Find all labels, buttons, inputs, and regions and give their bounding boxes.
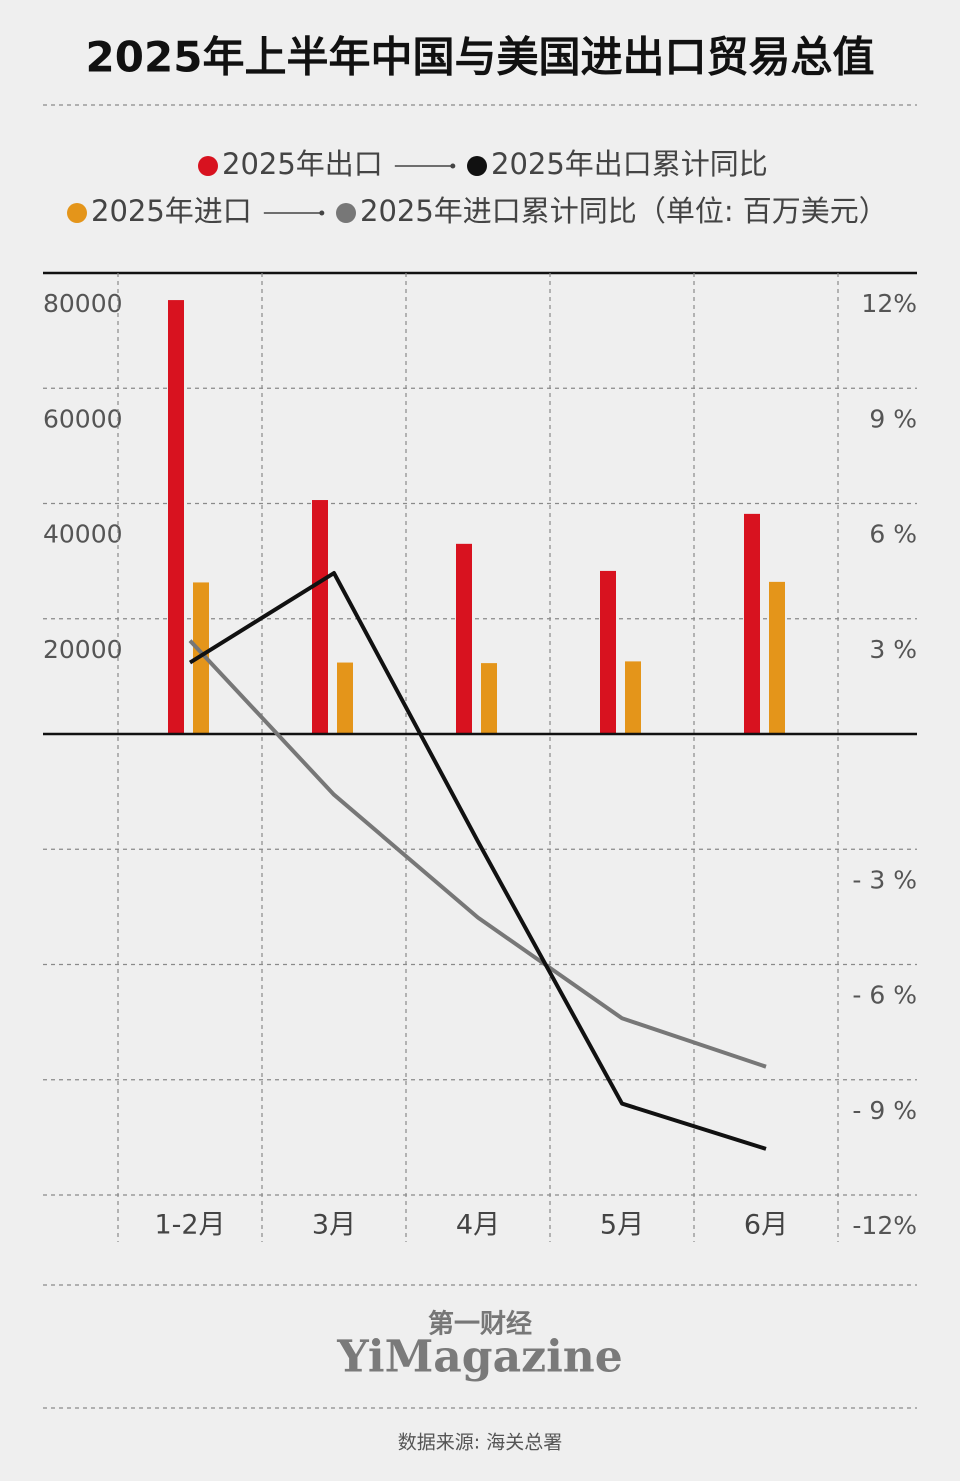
x-tick-label: 5月	[600, 1210, 644, 1241]
bar	[769, 581, 785, 734]
legend-marker	[67, 203, 87, 223]
y2-tick-label: -12%	[852, 1211, 917, 1240]
y2-tick-label: - 6 %	[852, 981, 917, 1010]
legend-label: 2025年出口	[222, 147, 383, 181]
legend-connector-dot	[319, 210, 325, 216]
y-tick-label: 60000	[43, 404, 123, 433]
bar	[600, 570, 616, 734]
x-tick-label: 4月	[456, 1210, 500, 1241]
chart-title: 2025年上半年中国与美国进出口贸易总值	[86, 33, 875, 82]
brand-en: YiMagazine	[336, 1332, 623, 1383]
x-tick-label: 3月	[312, 1210, 356, 1241]
legend-marker	[336, 203, 356, 223]
line-series	[188, 571, 767, 1151]
bar	[312, 500, 328, 734]
line-series	[188, 639, 767, 1069]
y2-tick-label: 6 %	[869, 520, 917, 549]
legend-marker	[198, 156, 218, 176]
bar	[481, 663, 497, 734]
bar	[625, 661, 641, 734]
legend-label: 2025年出口累计同比	[491, 147, 768, 181]
legend-label: 2025年进口累计同比	[360, 194, 637, 228]
y-tick-label: 80000	[43, 289, 123, 318]
y2-tick-label: - 3 %	[852, 865, 917, 894]
legend: 2025年出口 2025年出口累计同比 2025年进口 2025年进口累计同比 （单位:…	[67, 147, 888, 228]
bar	[337, 662, 353, 734]
bar	[744, 513, 760, 734]
x-tick-label: 1-2月	[154, 1210, 225, 1241]
brand-cn: 第一财经	[428, 1309, 532, 1340]
legend-marker	[467, 156, 487, 176]
unit-note: （单位: 百万美元）	[637, 194, 888, 228]
bar	[193, 582, 209, 734]
plot: 12% 9 % 6 % 3 % - 3 % - 6 % - 9 % -12% 20000 4000…	[43, 271, 917, 1242]
y-tick-label: 20000	[43, 635, 123, 664]
y2-tick-label: 9 %	[869, 404, 917, 433]
y2-tick-label: 12%	[861, 289, 917, 318]
y-tick-label: 40000	[43, 520, 123, 549]
y2-tick-label: - 9 %	[852, 1096, 917, 1125]
bar	[168, 300, 184, 734]
x-tick-label: 6月	[744, 1210, 788, 1241]
y2-tick-label: 3 %	[869, 635, 917, 664]
legend-connector-dot	[450, 163, 456, 169]
source: 数据来源: 海关总署	[398, 1432, 562, 1454]
bar	[456, 543, 472, 734]
legend-label: 2025年进口	[91, 194, 252, 228]
